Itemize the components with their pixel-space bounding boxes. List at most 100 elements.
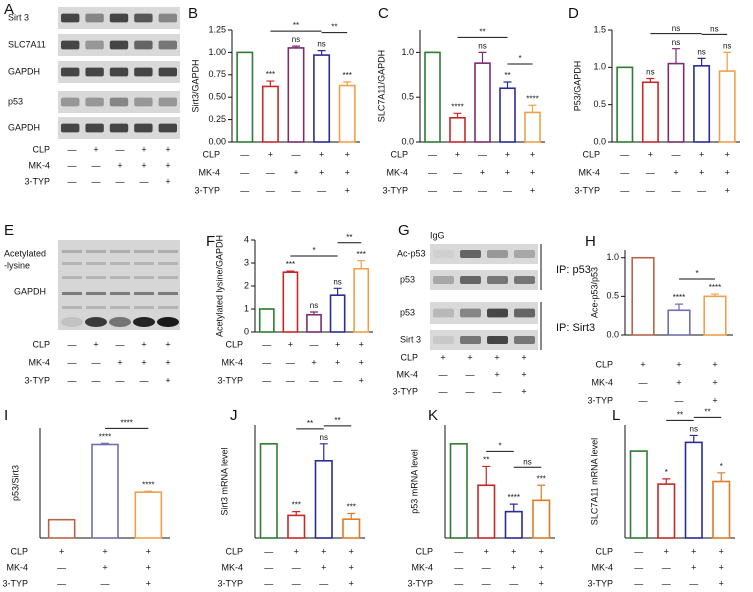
blot-band — [109, 67, 129, 77]
blot-band — [487, 276, 508, 284]
condition-mark: — — [478, 149, 487, 159]
significance: **** — [99, 433, 111, 442]
bar — [338, 84, 356, 143]
blot-label: GAPDH — [14, 286, 46, 296]
condition-mark: — — [262, 357, 271, 367]
condition-mark: + — [719, 546, 724, 556]
condition-mark: — — [68, 176, 77, 186]
panel-letter: E — [4, 222, 14, 239]
significance: ns — [723, 42, 731, 51]
significance: ns — [320, 433, 328, 442]
condition-mark: + — [521, 369, 526, 379]
bar — [91, 443, 119, 539]
condition-mark: + — [102, 562, 107, 572]
blot-band — [433, 308, 454, 318]
y-tick-label: 0.5 — [401, 92, 414, 102]
blot-label: SLC7A11 — [8, 39, 46, 49]
condition-mark: + — [141, 357, 146, 367]
condition-mark: + — [539, 578, 544, 588]
bar — [703, 295, 727, 336]
condition-mark: + — [539, 562, 544, 572]
condition-mark: — — [493, 386, 502, 396]
blot-band — [85, 317, 107, 327]
error-bar — [646, 77, 655, 83]
condition-mark: + — [319, 167, 324, 177]
condition-name: MK-4 — [386, 167, 408, 177]
condition-name: MK-4 — [411, 562, 433, 572]
blot-band — [158, 292, 178, 295]
significance: ns — [646, 68, 654, 77]
error-bar — [292, 511, 301, 516]
condition-mark: — — [286, 357, 295, 367]
blot-band — [62, 292, 82, 295]
blot-band — [158, 306, 178, 309]
y-axis-label: p53 mRNA level — [409, 449, 419, 514]
blot-band — [460, 308, 481, 318]
bar — [287, 47, 305, 143]
panel-letter: F — [206, 233, 215, 250]
bar — [313, 54, 331, 143]
condition-mark: + — [288, 339, 293, 349]
panel-letter: K — [428, 407, 438, 424]
y-tick-label: 0.0 — [593, 136, 606, 146]
condition-mark: — — [697, 185, 706, 195]
condition-mark: + — [725, 167, 730, 177]
condition-mark: — — [140, 375, 149, 385]
condition-mark: + — [319, 149, 324, 159]
blot-band — [61, 40, 80, 50]
significance: ns — [292, 35, 300, 44]
condition-mark: + — [293, 167, 298, 177]
error-bar — [717, 472, 726, 482]
bar — [287, 514, 306, 539]
condition-mark: + — [335, 339, 340, 349]
condition-mark: + — [165, 375, 170, 385]
condition-mark: — — [439, 369, 448, 379]
condition-mark: + — [102, 546, 107, 556]
error-bar — [503, 81, 512, 89]
condition-mark: + — [345, 167, 350, 177]
y-axis-label: SLC7A11/GAPDH — [376, 50, 386, 122]
significance: *** — [343, 71, 352, 80]
error-bar — [333, 287, 342, 296]
condition-mark: + — [691, 546, 696, 556]
condition-mark: — — [639, 395, 648, 405]
condition-mark: — — [620, 185, 629, 195]
blot-band — [62, 262, 82, 265]
condition-mark: — — [292, 578, 301, 588]
condition-mark: — — [509, 578, 518, 588]
condition-mark: + — [511, 562, 516, 572]
condition-mark: + — [673, 167, 678, 177]
blot-band — [109, 317, 131, 327]
condition-name: CLP — [202, 149, 220, 159]
y-tick-label: 0 — [244, 326, 249, 336]
condition-name: CLP — [390, 149, 408, 159]
blot-band — [61, 123, 80, 133]
y-tick-label: 1.00 — [208, 47, 226, 57]
bar — [258, 308, 275, 333]
y-tick-label: 0.00 — [208, 136, 226, 146]
bar — [667, 309, 691, 336]
blot-label: -lysine — [4, 260, 30, 270]
condition-mark: + — [165, 176, 170, 186]
bracket-label: ** — [293, 21, 299, 30]
panel-letter: I — [4, 407, 8, 424]
blot-band — [514, 308, 535, 318]
condition-mark: — — [646, 167, 655, 177]
condition-mark: + — [712, 395, 717, 405]
condition-mark: — — [116, 176, 125, 186]
significance: **** — [142, 480, 154, 489]
y-axis-label: SLC7A11 mRNA level — [589, 438, 599, 525]
condition-name: 3-TYP — [587, 578, 613, 588]
panel-letter: D — [568, 5, 579, 22]
condition-mark: + — [521, 352, 526, 362]
condition-name: CLP — [400, 352, 418, 362]
error-bar — [286, 270, 295, 273]
condition-name: MK-4 — [591, 562, 613, 572]
blot-band — [134, 13, 153, 23]
condition-name: MK-4 — [6, 562, 28, 572]
error-bar — [144, 490, 153, 493]
condition-mark: + — [676, 359, 681, 369]
error-bar — [292, 45, 300, 48]
condition-mark: + — [165, 160, 170, 170]
blot-label: Ac-p53 — [397, 248, 426, 258]
